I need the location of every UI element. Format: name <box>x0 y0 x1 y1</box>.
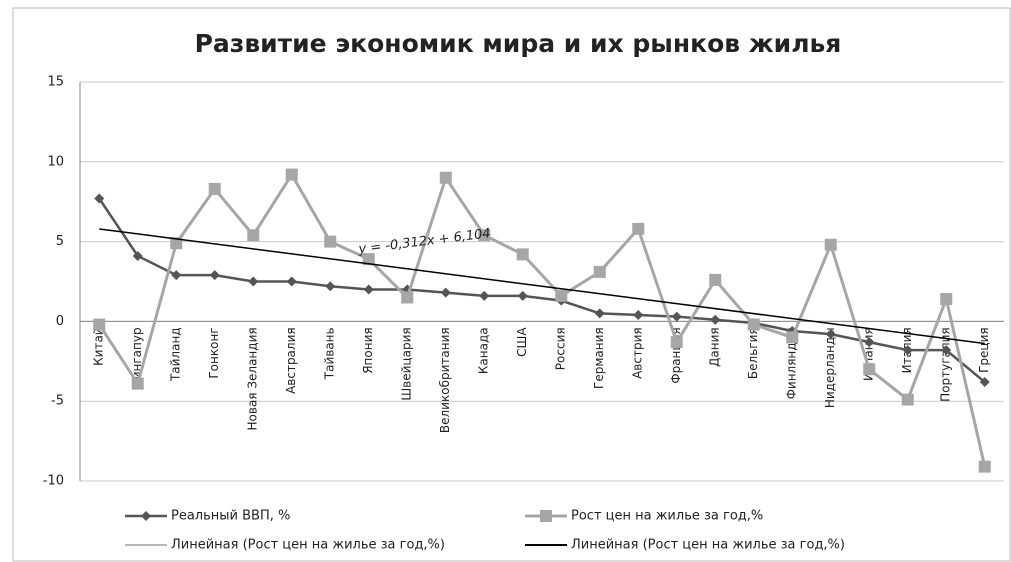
x-tick-label: Тайвань <box>323 327 337 380</box>
x-tick-label: Португалия <box>939 327 953 401</box>
point <box>208 182 221 195</box>
x-tick-label: Австралия <box>284 327 298 394</box>
x-tick-label: Дания <box>708 327 722 367</box>
legend-marker <box>141 511 151 521</box>
legend-label: Реальный ВВП, % <box>171 509 290 524</box>
point <box>516 248 529 261</box>
trendline-equation: y = -0,312x + 6,104 <box>357 226 492 257</box>
x-tick-label: Австрия <box>631 327 645 379</box>
chart-frame <box>12 7 1011 562</box>
point <box>209 270 220 281</box>
x-tick-label: Германия <box>592 327 606 389</box>
point <box>863 363 876 376</box>
point <box>709 273 722 286</box>
x-tick-label: Россия <box>554 327 568 370</box>
point <box>786 331 799 344</box>
point <box>363 284 374 295</box>
y-tick-label: 10 <box>47 154 64 169</box>
x-tick-label: США <box>515 327 529 357</box>
x-tick-label: Финляндия <box>785 327 799 399</box>
point <box>825 329 836 340</box>
point <box>362 253 375 266</box>
trendline <box>99 228 985 345</box>
point <box>94 193 105 204</box>
point <box>132 250 143 261</box>
y-tick-label: -10 <box>43 474 64 489</box>
point <box>632 222 645 235</box>
legend-label: Рост цен на жилье за год,% <box>571 509 763 524</box>
point <box>747 318 760 331</box>
point <box>93 318 106 331</box>
x-tick-label: Япония <box>361 327 375 373</box>
point <box>671 311 682 322</box>
point <box>517 290 528 301</box>
x-tick-label: Канада <box>477 327 491 374</box>
point <box>131 377 144 390</box>
point <box>247 229 260 242</box>
point <box>633 310 644 321</box>
point <box>670 336 683 349</box>
point <box>979 377 990 388</box>
point <box>479 290 490 301</box>
legend-label: Линейная (Рост цен на жилье за год,%) <box>171 538 445 553</box>
point <box>978 460 991 473</box>
y-tick-label: 15 <box>47 75 64 90</box>
point <box>324 235 337 248</box>
point <box>439 171 452 184</box>
series-line <box>98 197 986 384</box>
point <box>440 287 451 298</box>
point <box>901 393 914 406</box>
series-line <box>97 171 987 467</box>
y-tick-label: -5 <box>51 394 64 409</box>
y-tick-label: 0 <box>56 314 64 329</box>
point <box>941 345 952 356</box>
point <box>171 270 182 281</box>
x-tick-label: Греция <box>977 327 991 373</box>
x-tick-label: Великобритания <box>438 327 452 433</box>
x-tick-label: Тайланд <box>169 327 183 382</box>
y-tick-label: 5 <box>56 234 64 249</box>
x-tick-label: Бельгия <box>746 327 760 379</box>
point <box>864 337 875 348</box>
point <box>401 291 414 304</box>
point <box>286 276 297 287</box>
legend-label: Линейная (Рост цен на жилье за год,%) <box>571 538 845 553</box>
point <box>710 314 721 325</box>
legend-marker <box>540 510 552 522</box>
point <box>478 229 491 242</box>
point <box>170 237 183 250</box>
x-tick-label: Гонконг <box>207 327 221 378</box>
x-tick-label: Нидерланды <box>823 327 837 408</box>
point <box>285 168 298 181</box>
point <box>593 265 606 278</box>
point <box>594 308 605 319</box>
x-tick-label: Новая Зеландия <box>246 327 260 430</box>
point <box>902 345 913 356</box>
point <box>555 289 568 302</box>
x-tick-label: Швейцария <box>400 327 414 400</box>
chart-title: Развитие экономик мира и их рынков жилья <box>195 29 842 58</box>
x-tick-label: Китай <box>92 327 106 365</box>
point <box>940 293 953 306</box>
point <box>824 238 837 251</box>
point <box>325 281 336 292</box>
point <box>248 276 259 287</box>
